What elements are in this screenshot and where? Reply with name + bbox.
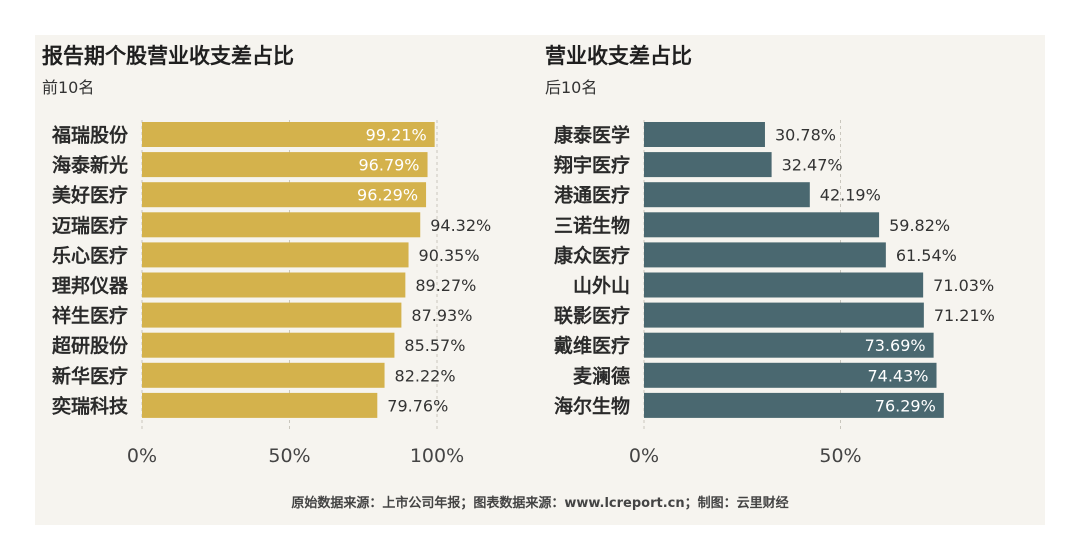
right-category-label: 康众医疗 <box>554 244 630 267</box>
right-value-label: 32.47% <box>782 156 843 175</box>
right-value-label: 73.69% <box>865 336 926 355</box>
right-category-label: 港通医疗 <box>554 184 630 207</box>
right-bar <box>644 242 886 268</box>
right-bar <box>644 302 924 328</box>
left-bar <box>142 392 378 418</box>
left-category-label: 理邦仪器 <box>52 274 129 297</box>
left-category-label: 祥生医疗 <box>52 304 128 327</box>
right-value-label: 71.03% <box>933 276 994 295</box>
right-chart-title: 营业收支差占比 <box>545 44 692 68</box>
right-bar <box>644 362 937 388</box>
left-value-label: 90.35% <box>419 246 480 265</box>
right-value-label: 74.43% <box>867 366 928 385</box>
left-bar <box>142 122 435 147</box>
right-bar <box>644 392 944 418</box>
right-value-label: 59.82% <box>889 216 950 235</box>
left-bar <box>142 272 406 298</box>
right-value-label: 61.54% <box>896 246 957 265</box>
left-category-label: 福瑞股份 <box>51 124 129 147</box>
right-category-label: 康泰医学 <box>554 124 630 147</box>
left-chart-subtitle: 前10名 <box>42 78 95 97</box>
right-bar <box>644 332 934 358</box>
left-category-label: 海泰新光 <box>52 154 128 177</box>
right-x-tick-label: 0% <box>629 445 659 467</box>
right-category-label: 翔宇医疗 <box>553 154 630 177</box>
left-category-label: 新华医疗 <box>52 364 128 387</box>
left-value-label: 96.29% <box>357 186 418 205</box>
right-x-tick-label: 50% <box>819 445 861 467</box>
left-value-label: 96.79% <box>359 156 420 175</box>
left-bar <box>142 182 427 208</box>
left-x-tick-label: 0% <box>127 445 157 467</box>
left-bar <box>142 332 395 358</box>
right-category-label: 山外山 <box>573 274 630 297</box>
right-value-label: 42.19% <box>820 186 881 205</box>
right-value-label: 30.78% <box>775 126 836 145</box>
left-category-label: 美好医疗 <box>52 184 128 207</box>
left-value-label: 85.57% <box>404 336 465 355</box>
right-value-label: 71.21% <box>934 306 995 325</box>
left-bar <box>142 152 428 178</box>
left-category-label: 迈瑞医疗 <box>52 214 128 237</box>
left-value-label: 94.32% <box>430 216 491 235</box>
right-value-label: 76.29% <box>875 396 936 415</box>
left-bar <box>142 212 421 238</box>
right-category-label: 麦澜德 <box>573 364 630 387</box>
right-bar <box>644 182 810 208</box>
left-value-label: 82.22% <box>395 366 456 385</box>
left-x-tick-label: 50% <box>268 445 310 467</box>
left-bar <box>142 242 409 268</box>
left-bar <box>142 302 402 328</box>
left-value-label: 99.21% <box>366 126 427 145</box>
left-category-label: 奕瑞科技 <box>52 394 129 417</box>
right-category-label: 海尔生物 <box>554 394 630 417</box>
right-bar <box>644 122 765 147</box>
left-value-label: 79.76% <box>387 396 448 415</box>
left-bar <box>142 362 385 388</box>
right-chart-subtitle: 后10名 <box>545 78 598 97</box>
right-bar <box>644 272 924 298</box>
left-category-label: 乐心医疗 <box>52 244 128 267</box>
right-category-label: 戴维医疗 <box>554 334 630 357</box>
right-category-label: 联影医疗 <box>554 304 630 327</box>
left-chart-title: 报告期个股营业收支差占比 <box>42 44 294 68</box>
left-category-label: 超研股份 <box>51 334 129 357</box>
right-bar <box>644 152 772 178</box>
left-value-label: 89.27% <box>415 276 476 295</box>
right-category-label: 三诺生物 <box>554 214 630 237</box>
left-value-label: 87.93% <box>411 306 472 325</box>
right-bar <box>644 212 880 238</box>
footer-source: 原始数据来源：上市公司年报；图表数据来源：www.lcreport.cn；制图：… <box>291 496 789 511</box>
left-x-tick-label: 100% <box>410 445 464 467</box>
